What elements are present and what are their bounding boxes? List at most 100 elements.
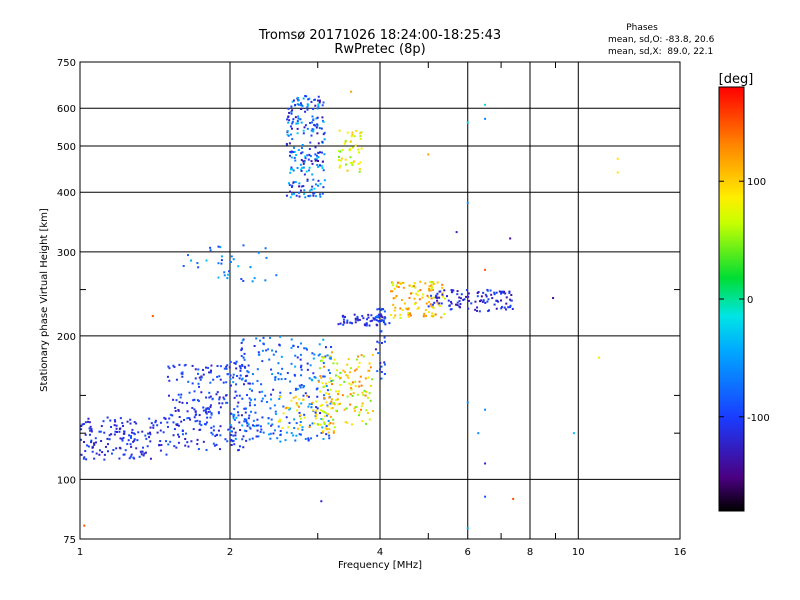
scatter-point — [327, 419, 330, 422]
scatter-point — [247, 382, 250, 385]
scatter-point — [232, 417, 235, 420]
scatter-point — [306, 103, 309, 106]
scatter-point — [246, 424, 249, 427]
scatter-point — [346, 169, 349, 172]
scatter-point — [324, 392, 327, 395]
scatter-point — [204, 409, 207, 412]
scatter-point — [181, 371, 184, 374]
scatter-point — [354, 318, 357, 321]
scatter-point — [299, 366, 302, 369]
scatter-point — [149, 433, 152, 436]
scatter-point — [489, 289, 492, 292]
scatter-point — [396, 281, 399, 284]
scatter-point — [421, 296, 424, 299]
scatter-point — [304, 347, 307, 350]
scatter-point — [328, 372, 331, 375]
scatter-point — [103, 458, 106, 461]
scatter-point — [114, 430, 117, 433]
scatter-point — [249, 427, 252, 430]
scatter-point — [240, 278, 243, 281]
scatter-point — [149, 431, 152, 434]
scatter-point — [216, 391, 219, 394]
scatter-point — [360, 147, 363, 150]
scatter-point — [376, 340, 379, 343]
scatter-point — [247, 371, 250, 374]
scatter-point — [295, 387, 298, 390]
scatter-point — [422, 315, 425, 318]
scatter-point — [329, 422, 332, 425]
scatter-point — [359, 135, 362, 138]
scatter-point — [274, 410, 277, 413]
scatter-point — [316, 395, 319, 398]
scatter-point — [186, 402, 189, 405]
scatter-point — [223, 367, 226, 370]
scatter-point — [477, 291, 480, 294]
scatter-point — [346, 363, 349, 366]
scatter-point — [285, 431, 288, 434]
scatter-point — [261, 349, 264, 352]
grid-lines — [80, 62, 680, 539]
scatter-point — [358, 414, 361, 417]
scatter-point — [219, 365, 222, 368]
scatter-point — [150, 422, 153, 425]
scatter-point — [215, 393, 218, 396]
scatter-point — [115, 430, 118, 433]
scatter-point — [313, 187, 316, 190]
scatter-point — [223, 271, 226, 274]
scatter-point — [317, 95, 320, 98]
colorbar-tick-label: -100 — [747, 413, 770, 424]
scatter-point — [290, 432, 293, 435]
scatter-point — [476, 306, 479, 309]
scatter-point — [302, 385, 305, 388]
scatter-point — [310, 134, 313, 137]
scatter-point — [435, 294, 438, 297]
scatter-point — [132, 440, 135, 443]
scatter-point — [247, 423, 250, 426]
scatter-point — [306, 368, 309, 371]
scatter-point — [298, 411, 301, 414]
scatter-point — [310, 100, 313, 103]
y-tick-label: 600 — [57, 104, 76, 115]
scatter-point — [292, 118, 295, 121]
scatter-point — [131, 428, 134, 431]
scatter-point — [228, 366, 231, 369]
scatter-point — [94, 437, 97, 440]
scatter-point — [290, 399, 293, 402]
scatter-point — [209, 246, 212, 249]
scatter-point — [202, 406, 205, 409]
scatter-point — [375, 323, 378, 326]
phase-info-x: mean, sd,X: 89.0, 22.1 — [608, 47, 713, 57]
scatter-point — [217, 276, 220, 279]
scatter-point — [342, 318, 345, 321]
scatter-point — [495, 291, 498, 294]
scatter-point — [343, 408, 346, 411]
scatter-point — [294, 181, 297, 184]
scatter-point — [160, 444, 163, 447]
scatter-point — [484, 495, 487, 498]
scatter-point — [346, 395, 349, 398]
scatter-point — [296, 409, 299, 412]
scatter-point — [173, 445, 176, 448]
scatter-point — [271, 373, 274, 376]
scatter-point — [351, 381, 354, 384]
scatter-point — [115, 424, 118, 427]
scatter-point — [188, 417, 191, 420]
scatter-point — [277, 378, 280, 381]
scatter-point — [399, 313, 402, 316]
scatter-point — [306, 108, 309, 111]
scatter-point — [419, 280, 422, 283]
scatter-point — [140, 453, 143, 456]
scatter-point — [339, 164, 342, 167]
scatter-point — [244, 379, 247, 382]
scatter-point — [307, 438, 310, 441]
scatter-point — [272, 353, 275, 356]
scatter-point — [230, 430, 233, 433]
scatter-point — [303, 416, 306, 419]
scatter-point — [360, 354, 363, 357]
scatter-point — [269, 437, 272, 440]
scatter-point — [240, 349, 243, 352]
scatter-point — [319, 375, 322, 378]
scatter-point — [287, 121, 290, 124]
scatter-point — [122, 424, 125, 427]
scatter-point — [147, 432, 150, 435]
